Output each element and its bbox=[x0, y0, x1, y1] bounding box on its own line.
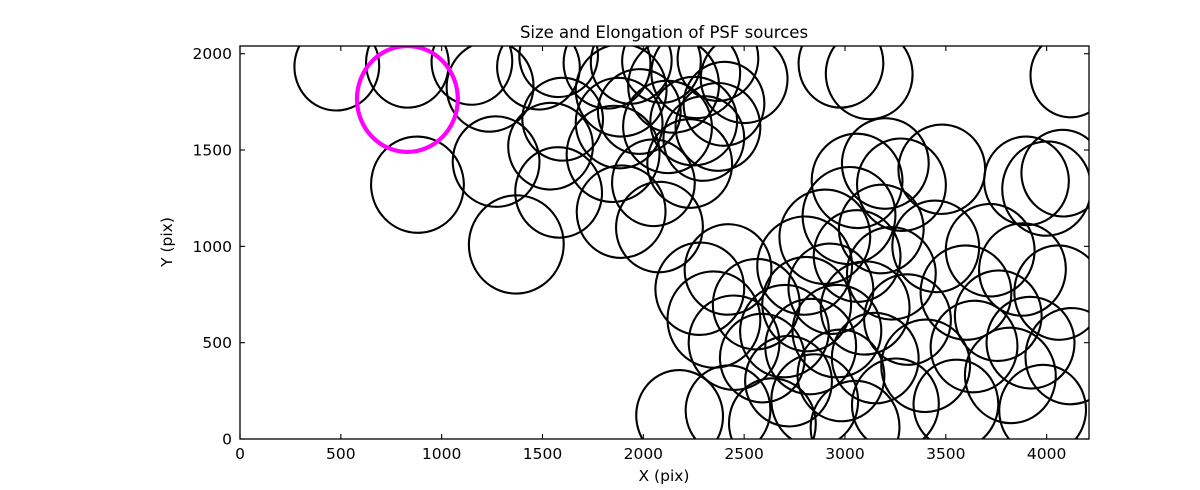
psf-source-ellipse bbox=[756, 215, 854, 316]
x-tick-label: 1500 bbox=[523, 445, 562, 463]
psf-source-ellipse bbox=[650, 46, 742, 120]
psf-source-ellipse bbox=[370, 135, 465, 234]
psf-source-ellipse bbox=[963, 326, 1057, 425]
psf-source-ellipse bbox=[622, 79, 713, 175]
axis-ticks bbox=[239, 46, 1089, 440]
psf-source-ellipse bbox=[812, 209, 902, 303]
x-tick-label: 500 bbox=[326, 445, 356, 463]
psf-source-ellipse bbox=[635, 369, 725, 439]
psf-source-ellipse bbox=[919, 244, 1013, 341]
psf-source-ellipse bbox=[699, 46, 789, 125]
psf-source-ellipse bbox=[646, 118, 734, 209]
psf-source-ellipse bbox=[791, 283, 883, 379]
psf-source-ellipse bbox=[565, 104, 661, 204]
psf-source-ellipse bbox=[676, 46, 760, 102]
psf-source-ellipse bbox=[797, 46, 885, 109]
psf-source-ellipse bbox=[711, 257, 801, 351]
y-tick-label: 1500 bbox=[193, 142, 232, 160]
psf-source-ellipse bbox=[983, 135, 1070, 227]
psf-source-ellipse bbox=[944, 202, 1036, 298]
psf-source-ellipse bbox=[863, 273, 952, 366]
psf-source-ellipse bbox=[787, 242, 875, 336]
psf-source-ellipse bbox=[778, 188, 872, 285]
psf-source-ellipse bbox=[840, 117, 930, 210]
psf-source-ellipse bbox=[621, 46, 702, 104]
psf-source-ellipse bbox=[880, 318, 972, 414]
psf-source-ellipse bbox=[727, 377, 817, 439]
x-axis-label: X (pix) bbox=[639, 467, 690, 485]
psf-source-ellipse bbox=[1013, 244, 1089, 341]
psf-source-ellipse bbox=[682, 60, 766, 147]
psf-source-ellipse bbox=[518, 46, 600, 99]
psf-source-ellipse bbox=[507, 101, 594, 191]
psf-source-ellipse bbox=[662, 95, 746, 182]
psf-source-ellipse bbox=[1020, 128, 1089, 218]
psf-source-ellipse bbox=[596, 68, 682, 155]
x-tick-label: 3500 bbox=[926, 445, 965, 463]
psf-source-ellipse bbox=[589, 46, 673, 105]
psf-source-ellipse bbox=[514, 146, 604, 239]
chart-title: Size and Elongation of PSF sources bbox=[520, 23, 808, 42]
psf-source-ellipse bbox=[654, 241, 746, 337]
psf-source-ellipse bbox=[496, 46, 581, 111]
x-tick-label: 2500 bbox=[724, 445, 763, 463]
psf-source-ellipse bbox=[998, 363, 1088, 439]
psf-source-ellipse bbox=[451, 115, 541, 208]
psf-source-ellipse bbox=[575, 164, 667, 259]
psf-source-ellipse bbox=[912, 358, 1000, 439]
psf-source-ellipse bbox=[891, 199, 981, 294]
psf-source-ellipse bbox=[445, 46, 535, 133]
y-tick-label: 2000 bbox=[193, 45, 232, 63]
data-markers-layer bbox=[293, 46, 1089, 439]
psf-source-ellipse bbox=[801, 165, 897, 266]
psf-source-ellipse bbox=[684, 364, 772, 439]
x-tick-label: 2000 bbox=[624, 445, 663, 463]
psf-source-ellipse bbox=[683, 223, 773, 316]
psf-source-ellipse bbox=[809, 379, 901, 439]
psf-source-ellipse bbox=[562, 46, 652, 110]
psf-source-ellipse bbox=[1024, 306, 1089, 406]
psf-source-ellipse bbox=[649, 75, 739, 167]
x-tick-label: 4000 bbox=[1027, 445, 1066, 463]
psf-source-ellipse bbox=[978, 222, 1067, 317]
psf-source-ellipse bbox=[430, 46, 514, 106]
x-tick-label: 3000 bbox=[825, 445, 864, 463]
y-axis-label: Y (pix) bbox=[158, 217, 176, 268]
psf-source-ellipse bbox=[467, 194, 565, 295]
psf-source-ellipse bbox=[837, 183, 925, 275]
y-tick-label: 500 bbox=[202, 334, 232, 352]
psf-source-ellipse bbox=[1029, 46, 1089, 119]
psf-source-ellipse bbox=[521, 76, 605, 162]
psf-source-ellipse bbox=[1001, 140, 1089, 237]
x-tick-label: 0 bbox=[235, 445, 245, 463]
y-tick-label: 1000 bbox=[193, 238, 232, 256]
psf-source-ellipse bbox=[574, 46, 668, 138]
psf-source-ellipse bbox=[293, 46, 381, 112]
psf-source-ellipse bbox=[796, 328, 886, 423]
psf-source-ellipse bbox=[770, 353, 860, 439]
psf-source-ellipse bbox=[761, 255, 853, 353]
axes-frame bbox=[239, 45, 1090, 440]
x-tick-label: 1000 bbox=[422, 445, 461, 463]
axis-tick-labels: 0 500 1000 1500 2000 2500 3000 3500 4000 0 500 1000… bbox=[193, 45, 1067, 463]
psf-source-ellipse bbox=[845, 226, 937, 321]
y-tick-label: 0 bbox=[222, 431, 232, 449]
psf-source-ellipse bbox=[819, 260, 911, 356]
